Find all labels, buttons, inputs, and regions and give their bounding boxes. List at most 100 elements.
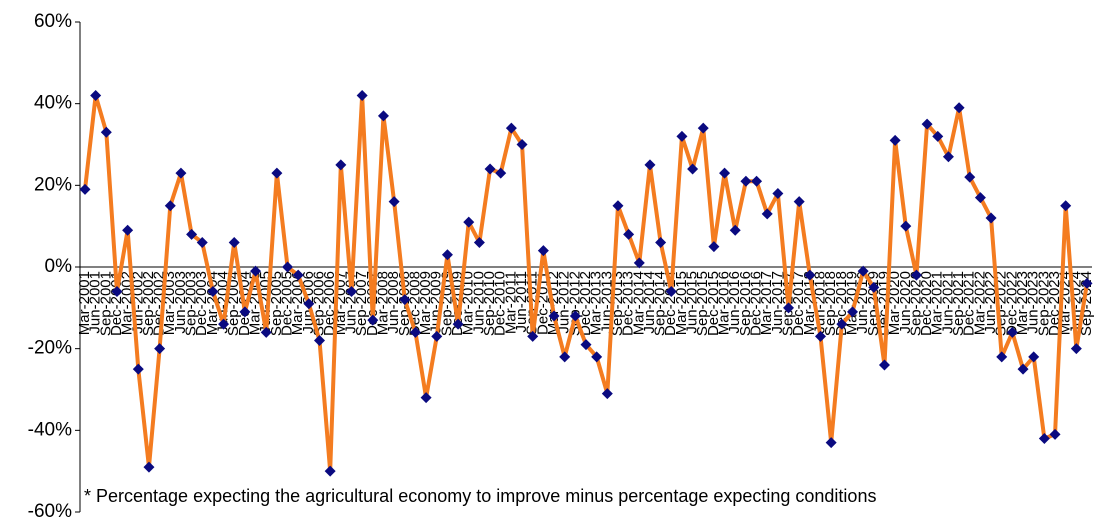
data-marker	[868, 281, 880, 293]
data-marker	[921, 118, 933, 130]
x-tick-label: Sep-2007	[353, 271, 370, 336]
data-marker	[143, 461, 155, 473]
data-marker	[591, 351, 603, 363]
y-tick-label: 60%	[34, 11, 72, 32]
data-marker	[196, 237, 208, 248]
x-tick-label: Jun-2010	[470, 271, 487, 334]
x-tick-label: Sep-2016	[737, 271, 754, 336]
data-marker	[804, 269, 816, 281]
x-tick-label: Mar-2008	[374, 271, 391, 335]
data-marker	[484, 163, 496, 175]
data-marker	[751, 175, 763, 187]
data-marker	[186, 228, 198, 240]
data-marker	[420, 392, 432, 404]
x-tick-label: Dec-2016	[748, 271, 765, 336]
x-tick-label: Dec-2015	[705, 271, 722, 336]
x-tick-label: Sep-2020	[907, 271, 924, 336]
data-marker	[154, 343, 166, 355]
data-marker	[505, 122, 517, 134]
data-marker	[516, 139, 528, 150]
data-marker	[772, 188, 784, 199]
x-tick-label: Dec-2014	[662, 271, 679, 336]
data-marker	[825, 437, 837, 449]
data-marker	[409, 326, 421, 338]
x-tick-label: Dec-2005	[279, 271, 296, 336]
data-marker	[740, 175, 752, 187]
data-marker	[1038, 433, 1050, 444]
data-marker	[974, 192, 986, 204]
data-marker	[910, 269, 922, 281]
y-tick-label: 20%	[34, 174, 72, 195]
data-marker	[1006, 326, 1018, 338]
data-marker	[345, 286, 357, 297]
data-marker	[367, 314, 379, 326]
x-tick-label: Mar-2022	[971, 271, 988, 335]
data-marker	[655, 237, 667, 248]
x-tick-label: Dec-2017	[790, 271, 807, 336]
data-marker	[1081, 277, 1093, 289]
data-marker	[601, 388, 613, 400]
data-marker	[1049, 428, 1061, 440]
x-tick-label: Mar-2011	[502, 271, 519, 334]
data-marker	[399, 294, 411, 306]
data-marker	[985, 212, 997, 224]
data-marker	[100, 126, 112, 138]
data-marker	[324, 465, 336, 477]
data-marker	[292, 269, 304, 281]
data-marker	[932, 130, 944, 142]
y-tick-label: 40%	[34, 93, 72, 114]
data-marker	[335, 159, 347, 171]
x-tick-label: Mar-2023	[1014, 271, 1031, 335]
data-marker	[729, 224, 741, 236]
x-tick-label: Mar-2013	[588, 271, 605, 335]
x-tick-label: Sep-2015	[694, 271, 711, 336]
data-marker	[761, 208, 773, 220]
x-tick-label: Jun-2011	[513, 271, 530, 332]
data-marker	[644, 159, 656, 171]
x-tick-label: Mar-2015	[673, 271, 690, 335]
x-tick-label: Dec-2013	[620, 271, 637, 336]
x-tick-label: Sep-2014	[652, 271, 669, 336]
data-marker	[580, 339, 592, 351]
x-tick-label: Dec-2003	[193, 271, 210, 336]
data-marker	[697, 122, 709, 134]
data-marker	[473, 237, 485, 248]
x-tick-label: Mar-2009	[417, 271, 434, 335]
data-marker	[527, 330, 539, 342]
data-marker	[175, 167, 187, 179]
x-tick-label: Jun-2014	[641, 271, 658, 334]
x-tick-label: Mar-2020	[886, 271, 903, 335]
data-marker	[239, 306, 251, 318]
data-marker	[687, 163, 699, 175]
data-marker	[1028, 351, 1040, 363]
x-tick-label: Mar-2001	[76, 271, 93, 335]
x-tick-label: Sep-2003	[183, 271, 200, 336]
data-marker	[612, 200, 624, 212]
y-tick-label: -60%	[28, 501, 72, 522]
data-marker	[452, 318, 464, 330]
data-marker	[388, 196, 400, 208]
x-tick-label: Mar-2021	[929, 271, 946, 335]
x-tick-label: Jun-2020	[897, 271, 914, 334]
data-marker	[878, 359, 890, 371]
data-marker	[676, 130, 688, 142]
data-marker	[122, 224, 134, 236]
x-tick-label: Mar-2017	[758, 271, 775, 335]
x-tick-label: Mar-2004	[204, 271, 221, 335]
data-marker	[250, 265, 262, 277]
x-tick-label: Jun-2017	[769, 271, 786, 334]
y-tick-label: -20%	[28, 338, 72, 359]
x-tick-label: Dec-2020	[918, 271, 935, 336]
data-marker	[463, 216, 475, 228]
data-marker	[559, 351, 571, 363]
data-marker	[431, 330, 443, 342]
data-marker	[846, 306, 858, 318]
data-marker	[623, 228, 635, 240]
x-tick-label: Jun-2016	[726, 271, 743, 334]
x-tick-label: Dec-2012	[577, 271, 594, 336]
x-tick-label: Jun-2021	[939, 271, 956, 334]
x-tick-label: Sep-2010	[481, 271, 498, 336]
x-tick-label: Jun-2023	[1025, 271, 1042, 334]
data-marker	[815, 330, 827, 342]
